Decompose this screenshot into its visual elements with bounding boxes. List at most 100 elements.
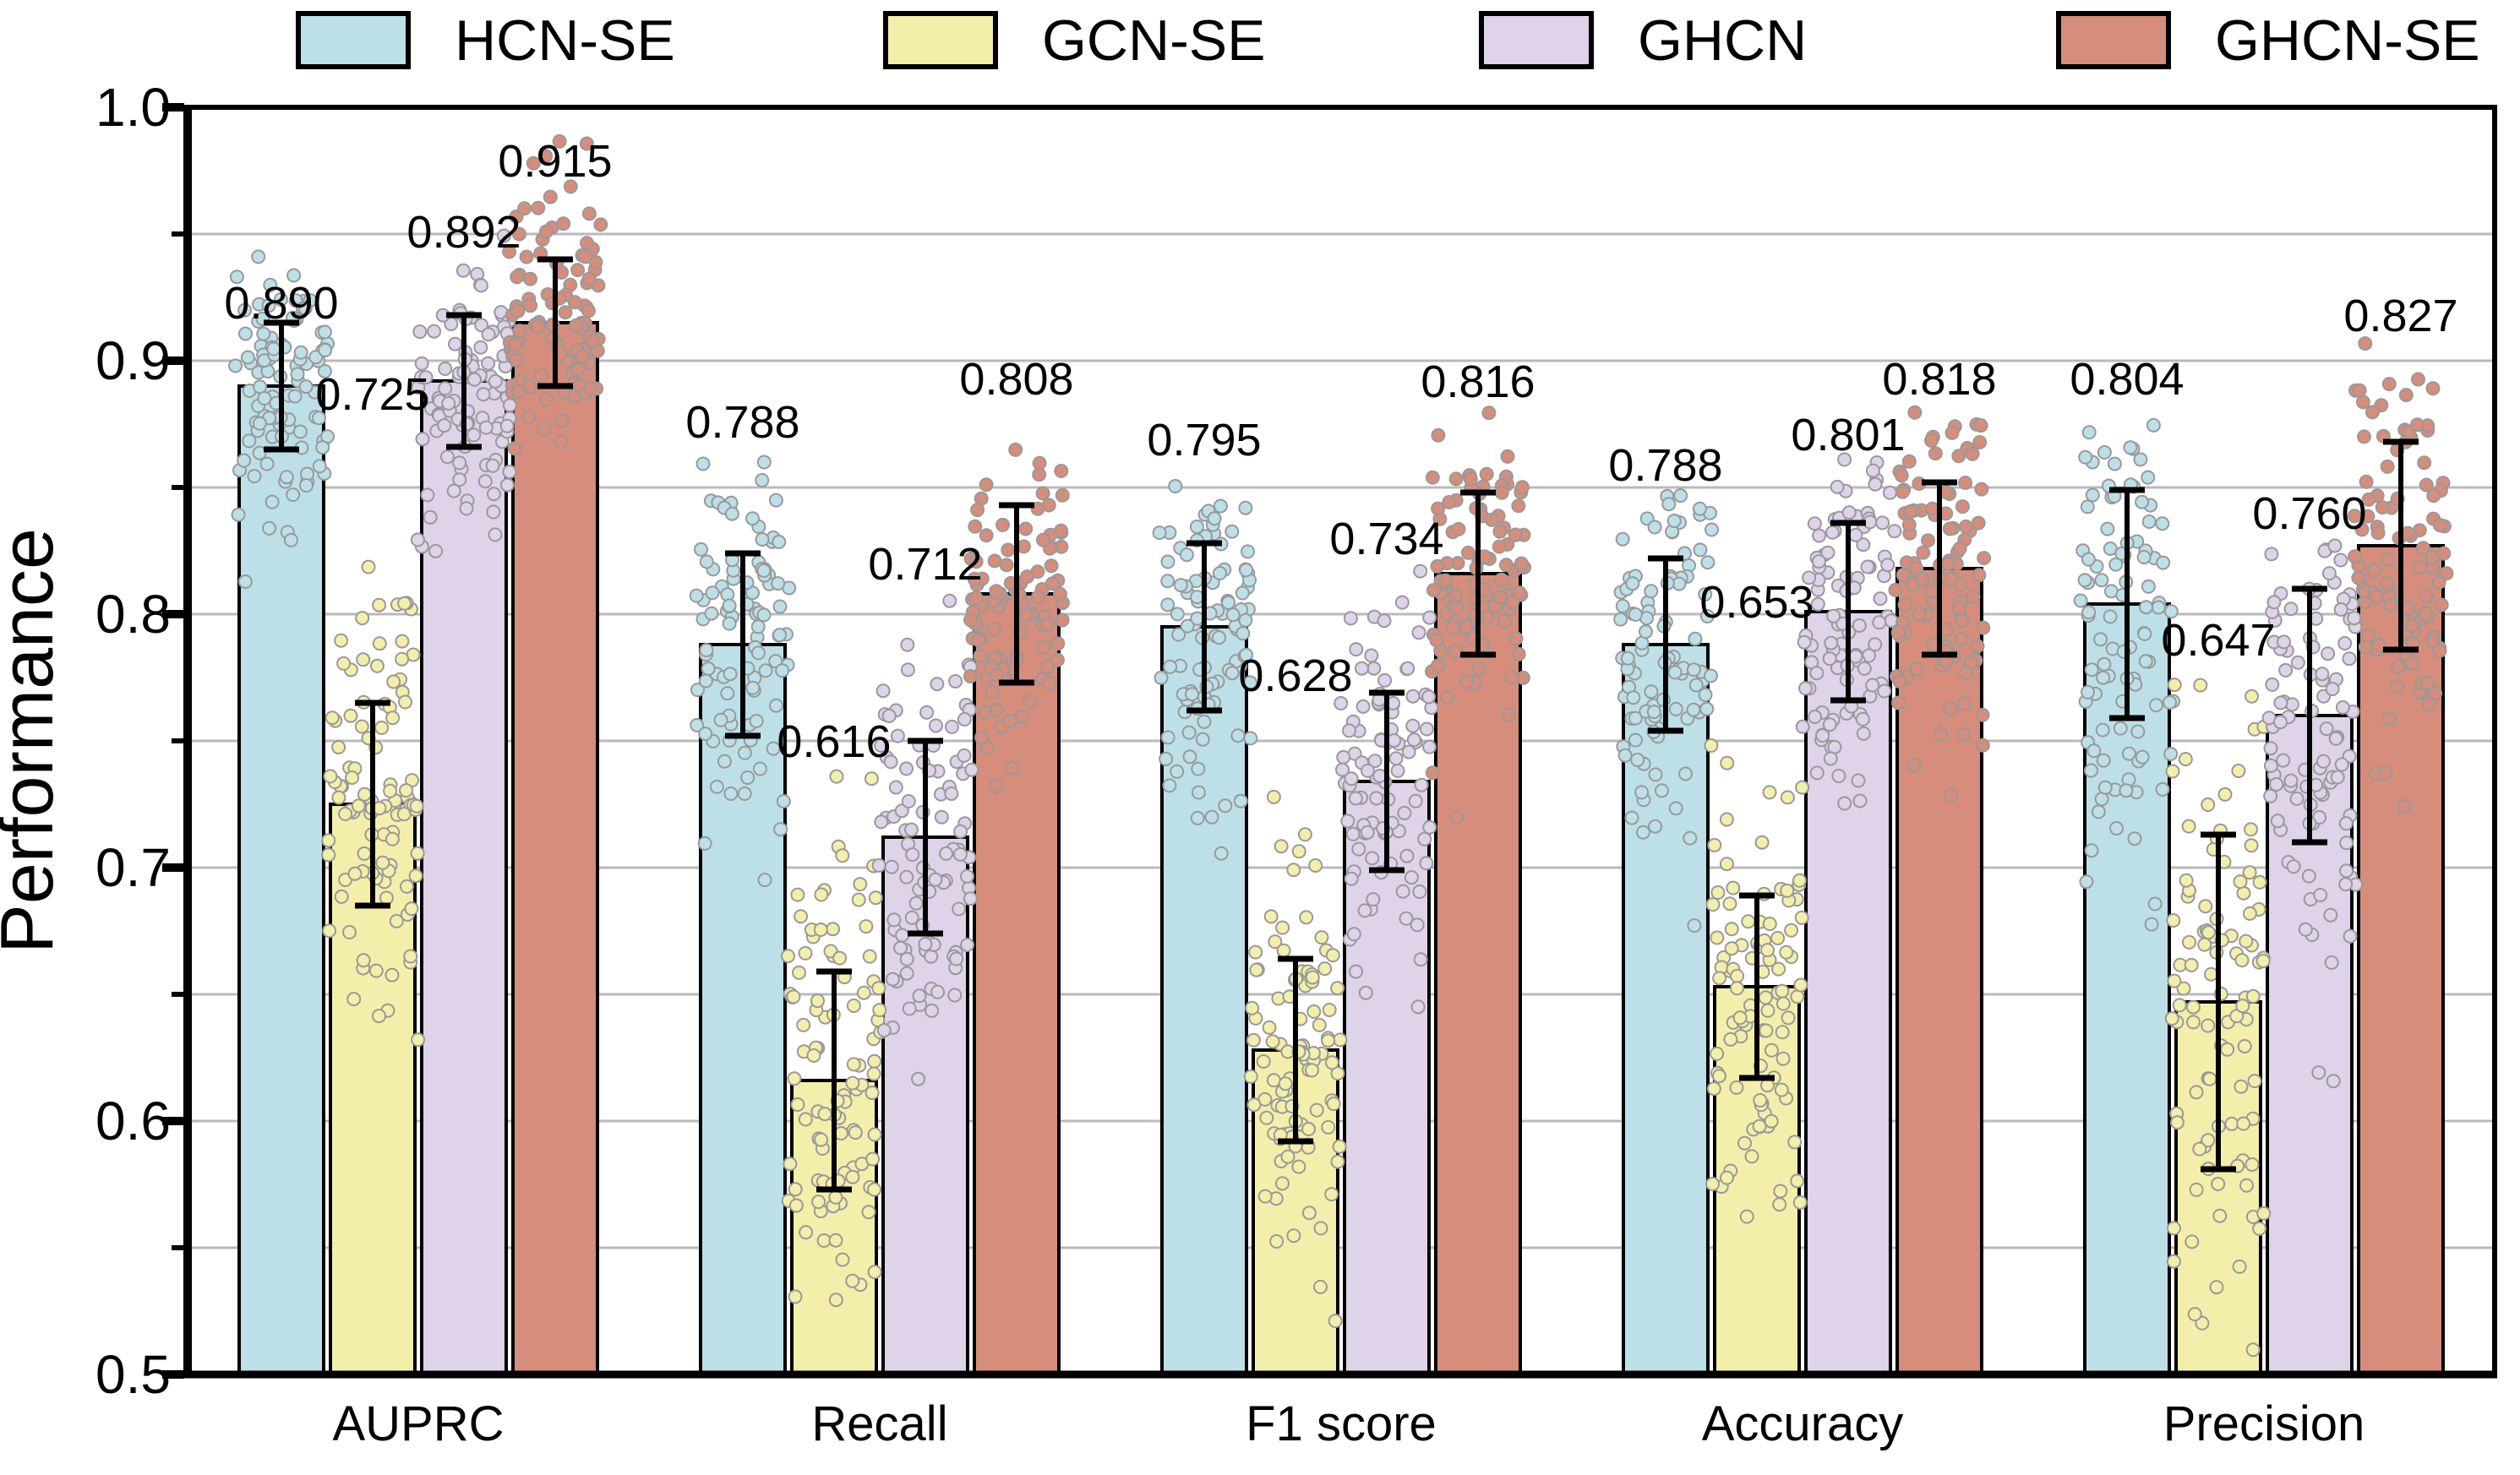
scatter-dot	[247, 469, 262, 484]
scatter-dot	[694, 542, 708, 557]
scatter-dot	[357, 786, 372, 802]
scatter-dot	[509, 352, 524, 367]
scatter-dot	[1772, 1197, 1787, 1212]
scatter-dot	[1274, 839, 1289, 854]
scatter-dot	[813, 923, 828, 937]
scatter-dot	[2141, 514, 2157, 529]
scatter-dot	[1324, 1055, 1339, 1070]
scatter-dot	[930, 984, 946, 999]
scatter-dot	[2298, 922, 2313, 937]
scatter-dot	[1369, 791, 1384, 806]
scatter-dot	[1882, 485, 1897, 500]
scatter-dot	[554, 413, 570, 428]
scatter-dot	[1831, 769, 1846, 783]
scatter-dot	[1820, 545, 1835, 560]
scatter-dot	[446, 483, 461, 498]
scatter-dot	[1030, 501, 1045, 516]
scatter-dot	[1875, 515, 1890, 531]
scatter-dot	[772, 535, 787, 549]
scatter-dot	[1687, 918, 1702, 933]
scatter-dot	[2135, 494, 2150, 509]
scatter-dot	[1387, 733, 1402, 748]
scatter-dot	[286, 268, 302, 283]
y-tick-label: 0.6	[95, 1091, 171, 1151]
scatter-dot	[2095, 722, 2110, 738]
scatter-dot	[228, 358, 243, 373]
scatter-dot	[1737, 1135, 1752, 1151]
scatter-dot	[1808, 710, 1823, 724]
scatter-dot	[810, 993, 825, 1009]
scatter-dot	[698, 673, 713, 689]
scatter-dot	[486, 504, 501, 520]
scatter-dot	[905, 847, 920, 863]
scatter-dot	[1678, 766, 1694, 781]
scatter-dot	[336, 656, 352, 671]
scatter-dot	[1364, 648, 1379, 663]
scatter-dot	[952, 846, 968, 862]
scatter-dot	[1934, 727, 1949, 742]
scatter-dot	[2119, 783, 2134, 798]
scatter-dot	[1719, 857, 1734, 872]
scatter-dot	[1626, 690, 1641, 705]
scatter-dot	[2397, 798, 2412, 814]
scatter-dot	[2245, 689, 2259, 704]
scatter-dot	[2100, 521, 2115, 536]
scatter-dot	[2289, 791, 2305, 806]
scatter-dot	[1189, 520, 1204, 534]
scatter-dot	[411, 1032, 426, 1048]
scatter-dot	[485, 458, 500, 473]
y-tick-label: 0.8	[95, 584, 171, 645]
scatter-dot	[1494, 485, 1509, 500]
scatter-dot	[311, 411, 326, 426]
scatter-dot	[901, 794, 916, 808]
scatter-dot	[930, 677, 945, 692]
scatter-dot	[2342, 651, 2357, 667]
scatter-dot	[904, 910, 919, 925]
scatter-dot	[806, 1048, 821, 1063]
scatter-dot	[1837, 452, 1852, 467]
scatter-dot	[1793, 977, 1808, 993]
scatter-dot	[1760, 1078, 1775, 1093]
scatter-dot	[893, 940, 908, 955]
scatter-dot	[1399, 848, 1415, 863]
scatter-dot	[985, 684, 1000, 699]
scatter-dot	[502, 465, 517, 479]
scatter-dot	[1974, 482, 1989, 497]
scatter-dot	[1790, 989, 1805, 1004]
scatter-dot	[918, 937, 933, 952]
scatter-dot	[1903, 504, 1918, 519]
scatter-dot	[924, 949, 939, 964]
scatter-dot	[2419, 676, 2435, 691]
scatter-dot	[2073, 593, 2088, 608]
scatter-dot	[1305, 1063, 1319, 1078]
scatter-dot	[569, 318, 584, 333]
scatter-dot	[1744, 1149, 1759, 1164]
scatter-dot	[1826, 608, 1841, 623]
scatter-dot	[2328, 731, 2343, 746]
scatter-dot	[575, 349, 590, 364]
scatter-dot	[257, 391, 272, 405]
scatter-dot	[999, 558, 1014, 573]
scatter-dot	[2086, 743, 2102, 759]
scatter-dot	[699, 554, 714, 569]
scatter-dot	[2263, 741, 2278, 756]
scatter-dot	[1773, 1184, 1788, 1199]
scatter-dot	[971, 633, 986, 647]
scatter-dot	[265, 494, 280, 509]
scatter-dot	[1413, 563, 1428, 579]
scatter-dot	[2179, 873, 2194, 888]
axes-frame-layer	[183, 105, 2497, 1379]
scatter-dot	[298, 379, 314, 395]
scatter-dot	[229, 269, 244, 285]
scatter-dot	[987, 553, 1002, 569]
scatter-dot	[1887, 524, 1902, 539]
scatter-dot	[2316, 754, 2331, 769]
scatter-dot	[1807, 516, 1822, 531]
scatter-dot	[1909, 661, 1924, 677]
scatter-dot	[2348, 549, 2362, 564]
scatter-dot	[1895, 568, 1911, 583]
scatter-dot	[899, 761, 914, 776]
scatter-dot	[237, 453, 252, 468]
scatter-dot	[2371, 638, 2386, 653]
scatter-dot	[1431, 501, 1446, 516]
